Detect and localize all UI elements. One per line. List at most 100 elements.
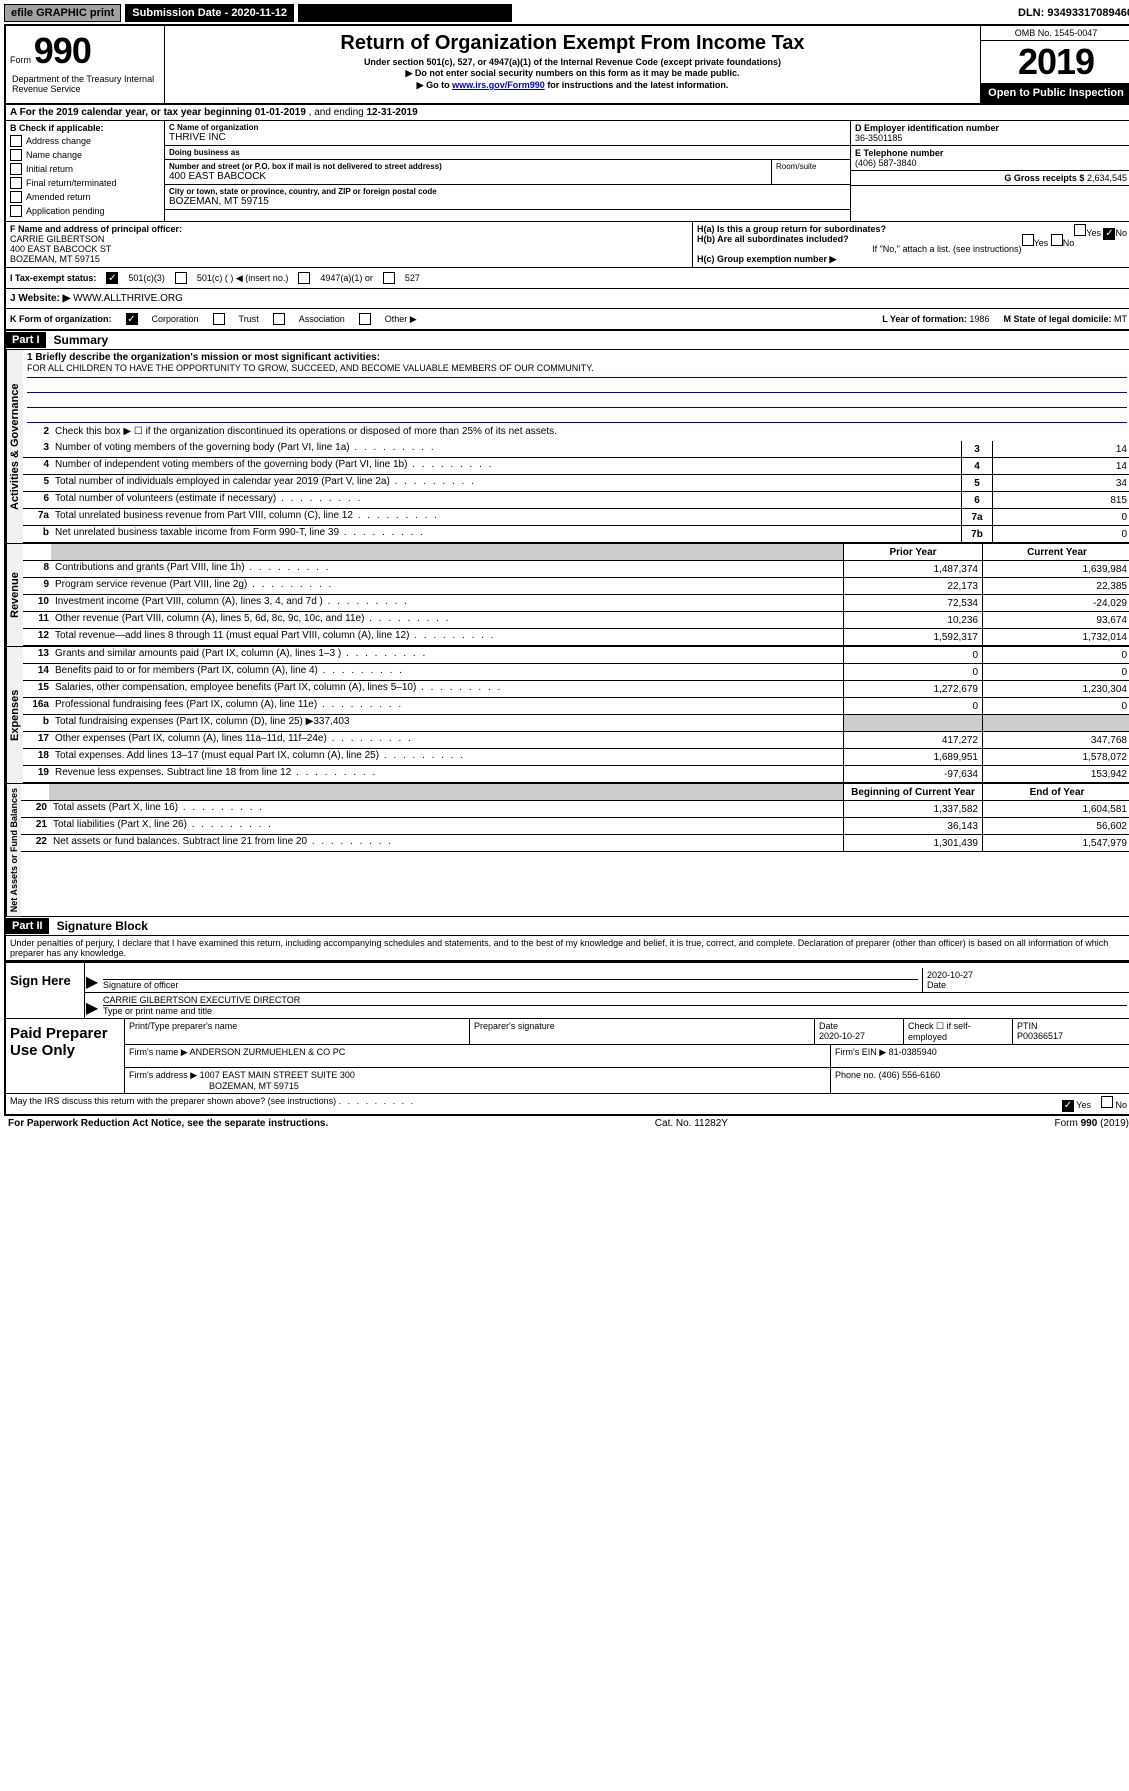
website-value: WWW.ALLTHRIVE.ORG xyxy=(73,293,183,304)
line-num: 22 xyxy=(21,835,49,851)
527-checkbox[interactable] xyxy=(383,272,395,284)
prep-date-label: Date xyxy=(819,1021,899,1031)
line-num: 14 xyxy=(23,664,51,680)
line-num: 12 xyxy=(23,629,51,645)
line-num: 9 xyxy=(23,578,51,594)
ein-label: D Employer identification number xyxy=(855,123,1127,133)
amended-return-checkbox[interactable] xyxy=(10,191,22,203)
current-year-header: Current Year xyxy=(982,544,1129,560)
opt-address: Address change xyxy=(26,136,91,146)
submission-date-button[interactable]: Submission Date - 2020-11-12 xyxy=(125,4,294,22)
form-label: Form xyxy=(10,55,31,65)
row-a-mid: , and ending xyxy=(309,107,367,118)
firm-name: ANDERSON ZURMUEHLEN & CO PC xyxy=(190,1047,346,1057)
tax-year: 2019 xyxy=(981,41,1129,83)
phone-value: (406) 587-3840 xyxy=(855,158,1127,168)
501c-checkbox[interactable] xyxy=(175,272,187,284)
blank-button[interactable] xyxy=(298,4,512,22)
initial-return-checkbox[interactable] xyxy=(10,163,22,175)
line-desc: Total assets (Part X, line 16) xyxy=(49,801,843,817)
begin-year-header: Beginning of Current Year xyxy=(843,784,982,800)
dln-label: DLN: 93493317089460 xyxy=(1018,7,1129,19)
discuss-no-checkbox[interactable] xyxy=(1101,1096,1113,1108)
year-formation-label: L Year of formation: xyxy=(882,314,967,324)
address-change-checkbox[interactable] xyxy=(10,135,22,147)
firm-addr1: 1007 EAST MAIN STREET SUITE 300 xyxy=(200,1070,355,1080)
ha-yes: Yes xyxy=(1086,228,1101,238)
mission-blank-1 xyxy=(27,378,1127,393)
line-num: 20 xyxy=(21,801,49,817)
trust-checkbox[interactable] xyxy=(213,313,225,325)
current-value: 347,768 xyxy=(982,732,1129,748)
name-change-checkbox[interactable] xyxy=(10,149,22,161)
line-num: 4 xyxy=(23,458,51,474)
gross-receipts-label: G Gross receipts $ xyxy=(1004,173,1084,183)
hb-label: H(b) Are all subordinates included? xyxy=(697,234,849,244)
sig-date-label: Date xyxy=(927,980,1127,990)
officer-addr2: BOZEMAN, MT 59715 xyxy=(10,254,688,264)
discuss-yes-checkbox[interactable]: ✓ xyxy=(1062,1100,1074,1112)
line-desc: Total number of individuals employed in … xyxy=(51,475,961,491)
association-checkbox[interactable] xyxy=(273,313,285,325)
ptin-value: P00366517 xyxy=(1017,1031,1127,1041)
org-name: THRIVE INC xyxy=(169,132,846,143)
prior-value: 0 xyxy=(843,664,982,680)
prior-value: 0 xyxy=(843,698,982,714)
year-begin: 01-01-2019 xyxy=(255,107,306,118)
arrow-icon-2: ▶ xyxy=(85,998,99,1018)
footer-right: Form 990 (2019) xyxy=(1055,1118,1129,1129)
current-value: 1,230,304 xyxy=(982,681,1129,697)
prior-value: 1,487,374 xyxy=(843,561,982,577)
hb-yes: Yes xyxy=(1034,238,1049,248)
hb-yes-checkbox[interactable] xyxy=(1022,234,1034,246)
box-num: 3 xyxy=(961,441,992,457)
line-num: 21 xyxy=(21,818,49,834)
corporation-checkbox[interactable]: ✓ xyxy=(126,313,138,325)
name-title-label: Type or print name and title xyxy=(103,1006,1127,1016)
part1-title: Summary xyxy=(46,331,117,349)
line-num: 10 xyxy=(23,595,51,611)
hb-no-checkbox[interactable] xyxy=(1051,234,1063,246)
501c3-checkbox[interactable]: ✓ xyxy=(106,272,118,284)
other-checkbox[interactable] xyxy=(359,313,371,325)
current-value: 0 xyxy=(982,698,1129,714)
opt-amended: Amended return xyxy=(26,192,91,202)
irs-link[interactable]: www.irs.gov/Form990 xyxy=(452,80,545,90)
omb-number: OMB No. 1545-0047 xyxy=(981,26,1129,41)
ha-yes-checkbox[interactable] xyxy=(1074,224,1086,236)
4947-checkbox[interactable] xyxy=(298,272,310,284)
line2-text: Check this box ▶ ☐ if the organization d… xyxy=(51,425,1129,441)
part2-title: Signature Block xyxy=(49,917,156,935)
row-a-prefix: A For the 2019 calendar year, or tax yea… xyxy=(10,107,255,118)
opt-4947: 4947(a)(1) or xyxy=(320,273,373,283)
prior-value: 22,173 xyxy=(843,578,982,594)
line-num: 16a xyxy=(23,698,51,714)
tax-status-label: I Tax-exempt status: xyxy=(10,273,96,283)
form-number: 990 xyxy=(34,30,91,71)
discuss-yes: Yes xyxy=(1076,1100,1091,1110)
sign-here-label: Sign Here xyxy=(6,963,85,1018)
prior-value: 1,592,317 xyxy=(843,629,982,645)
year-formation: 1986 xyxy=(969,314,989,324)
line-num: 13 xyxy=(23,647,51,663)
line-desc: Program service revenue (Part VIII, line… xyxy=(51,578,843,594)
org-name-label: C Name of organization xyxy=(169,123,846,132)
net-vertical-label: Net Assets or Fund Balances xyxy=(6,784,21,916)
ha-no: No xyxy=(1115,228,1127,238)
line-num: 19 xyxy=(23,766,51,782)
final-return-checkbox[interactable] xyxy=(10,177,22,189)
line-desc: Number of independent voting members of … xyxy=(51,458,961,474)
firm-ein: 81-0385940 xyxy=(889,1047,937,1057)
section-b-label: B Check if applicable: xyxy=(10,123,160,133)
opt-corp: Corporation xyxy=(152,314,199,324)
subtitle-1: Under section 501(c), 527, or 4947(a)(1)… xyxy=(169,57,976,67)
phone-label: E Telephone number xyxy=(855,148,1127,158)
efile-button[interactable]: efile GRAPHIC print xyxy=(4,4,121,22)
ha-no-checkbox[interactable]: ✓ xyxy=(1103,228,1115,240)
room-suite-label: Room/suite xyxy=(772,160,850,184)
box-val: 0 xyxy=(992,526,1129,542)
officer-typed-name: CARRIE GILBERTSON EXECUTIVE DIRECTOR xyxy=(103,995,1127,1006)
opt-501c3: 501(c)(3) xyxy=(128,273,165,283)
opt-trust: Trust xyxy=(239,314,259,324)
application-pending-checkbox[interactable] xyxy=(10,205,22,217)
